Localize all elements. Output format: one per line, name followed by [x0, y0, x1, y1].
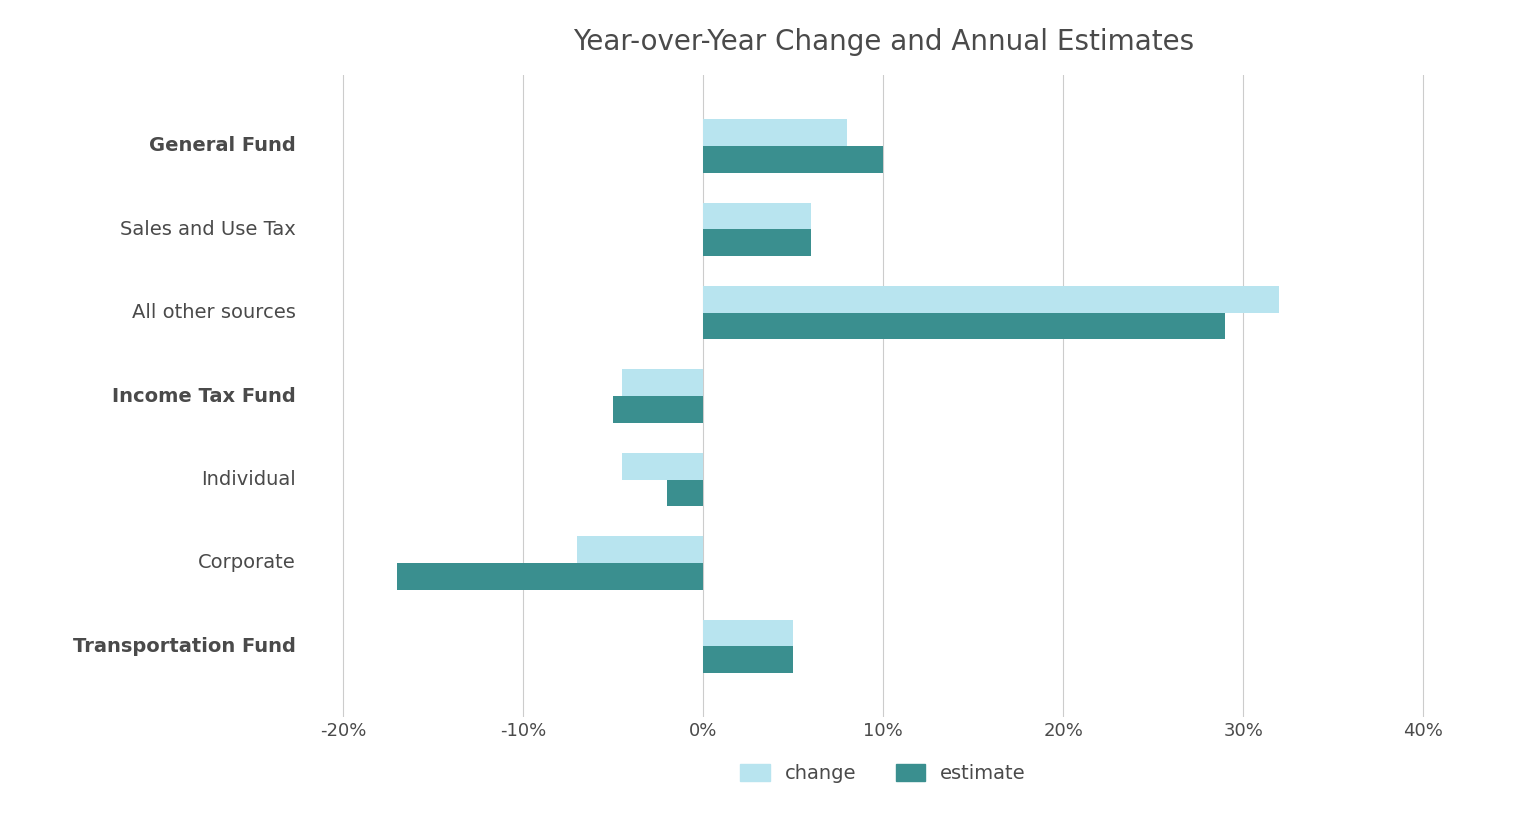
Legend: change, estimate: change, estimate — [733, 756, 1034, 791]
Bar — [613, 396, 703, 423]
Bar — [703, 646, 793, 673]
Bar — [622, 453, 703, 480]
Bar — [703, 203, 811, 229]
Bar — [703, 146, 883, 173]
Bar — [398, 563, 703, 590]
Text: Corporate: Corporate — [198, 554, 296, 572]
Bar — [703, 119, 848, 146]
Text: General Fund: General Fund — [149, 137, 296, 155]
Title: Year-over-Year Change and Annual Estimates: Year-over-Year Change and Annual Estimat… — [573, 28, 1193, 56]
Bar — [703, 286, 1279, 313]
Bar — [667, 480, 703, 506]
Text: All other sources: All other sources — [132, 304, 296, 322]
Text: Individual: Individual — [201, 470, 296, 489]
Bar — [703, 313, 1226, 339]
Bar — [622, 369, 703, 396]
Text: Sales and Use Tax: Sales and Use Tax — [120, 220, 296, 239]
Bar — [578, 536, 703, 563]
Bar — [703, 229, 811, 256]
Bar — [703, 620, 793, 646]
Text: Income Tax Fund: Income Tax Fund — [112, 387, 296, 405]
Text: Transportation Fund: Transportation Fund — [74, 637, 296, 656]
